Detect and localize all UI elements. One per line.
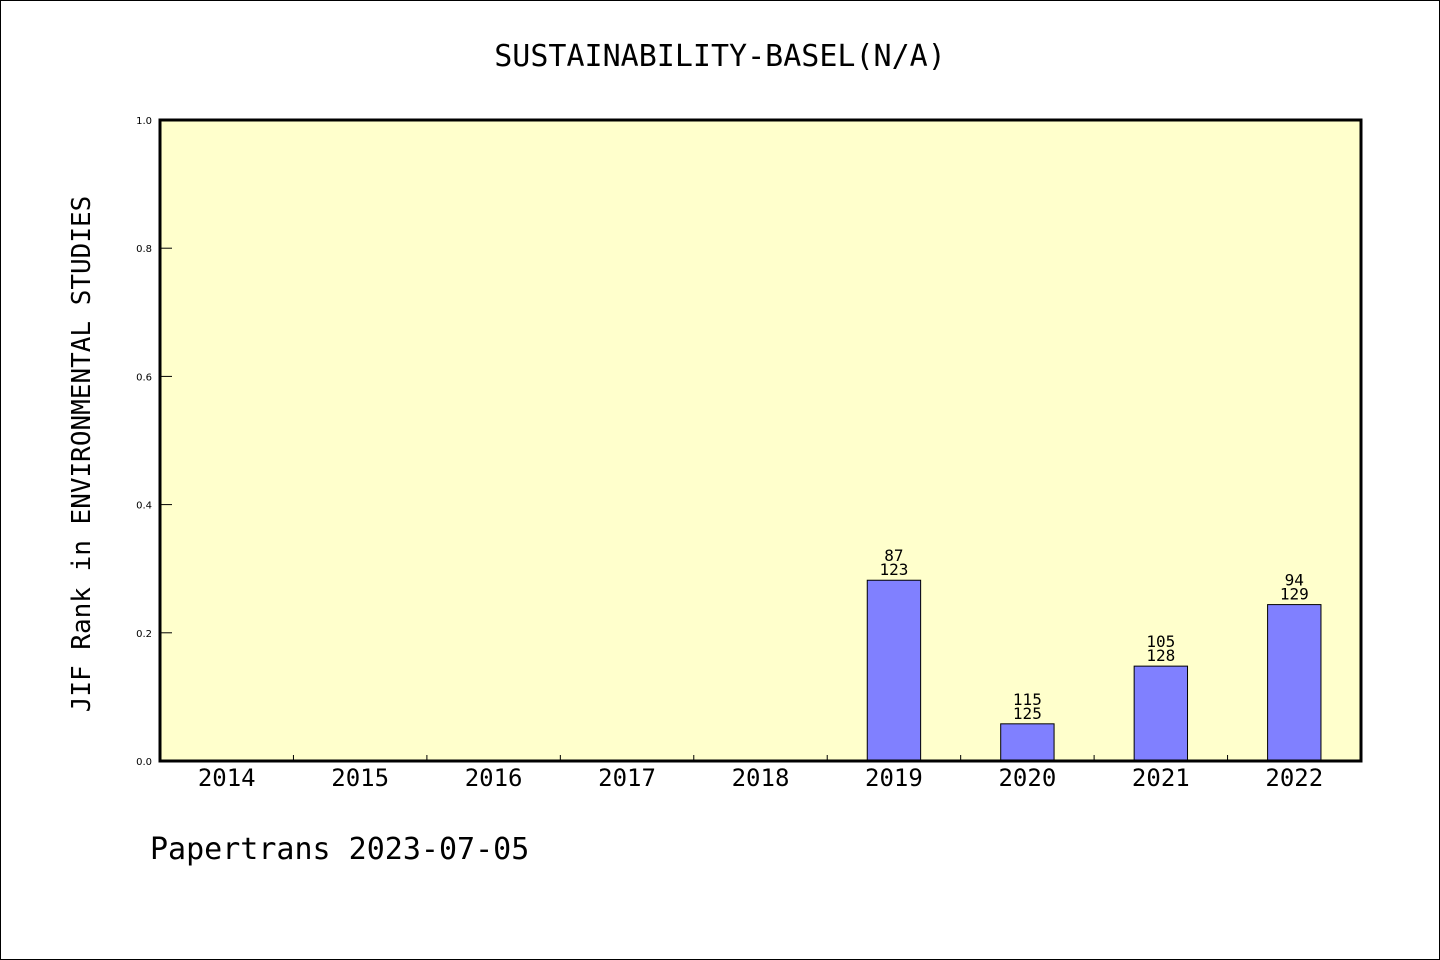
- y-tick-label: 0.6: [136, 372, 152, 383]
- plot-border: [158, 118, 1363, 763]
- plot-area: [160, 120, 1361, 761]
- bar-label-total: 129: [1280, 585, 1309, 604]
- bar-2019: [866, 579, 922, 762]
- x-tick-label: 2021: [1132, 764, 1190, 792]
- x-tick-label: 2018: [732, 764, 790, 792]
- y-axis-label: JIF Rank in ENVIRONMENTAL STUDIES: [67, 196, 97, 713]
- x-tick-label: 2017: [598, 764, 656, 792]
- x-tick-label: 2019: [865, 764, 923, 792]
- bar-label-rank: 115: [1013, 690, 1042, 709]
- y-tick-label: 0.0: [136, 757, 152, 768]
- bar-2020: [1000, 723, 1055, 762]
- x-tick-label: 2016: [465, 764, 523, 792]
- chart-title: SUSTAINABILITY-BASEL(N/A): [494, 39, 946, 74]
- bar-label-rank: 87: [884, 546, 903, 565]
- x-tick-label: 2022: [1265, 764, 1323, 792]
- x-tick-label: 2014: [198, 764, 256, 792]
- bar-2021: [1133, 665, 1189, 762]
- bar-label-rank: 94: [1285, 571, 1304, 590]
- bar-label-total: 128: [1146, 646, 1175, 665]
- bar-2022: [1267, 604, 1322, 762]
- ticks-layer: 0.0 0.2 0.4 0.6 0.8 1.0 2014 2015 2016 2017 2018 20…: [136, 116, 1323, 792]
- footer-credit: Papertrans 2023-07-05: [150, 832, 530, 867]
- y-tick-label: 0.4: [136, 501, 152, 512]
- bar-label-total: 123: [879, 560, 908, 579]
- x-tick-label: 2015: [331, 764, 389, 792]
- bar-label-total: 125: [1013, 704, 1042, 723]
- y-tick-label: 0.2: [136, 629, 152, 640]
- bar-label-rank: 105: [1146, 632, 1175, 651]
- x-tick-label: 2020: [998, 764, 1056, 792]
- y-tick-label: 1.0: [136, 116, 152, 127]
- y-tick-label: 0.8: [136, 244, 152, 255]
